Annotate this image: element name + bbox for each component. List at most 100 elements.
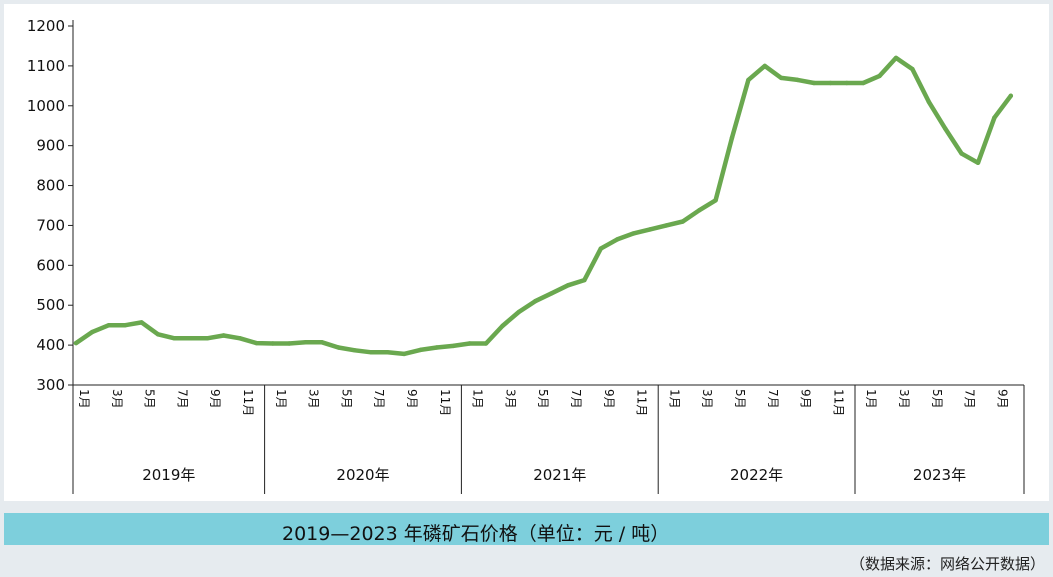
data-point: [893, 55, 899, 61]
data-point: [697, 208, 702, 213]
y-tick-label: 1000: [27, 97, 65, 115]
month-tick-label: 7月: [569, 389, 583, 409]
data-point: [123, 323, 128, 328]
data-point: [975, 160, 981, 165]
data-point: [828, 80, 833, 86]
chart-caption: 2019—2023 年磷矿石价格（单位：元 / 吨）: [282, 523, 670, 545]
data-point: [287, 341, 292, 346]
data-point: [877, 73, 882, 79]
price-series-line: [73, 55, 1014, 357]
year-group-label: 2021年: [533, 466, 586, 484]
data-point: [549, 291, 554, 296]
month-tick-label: 1月: [864, 389, 878, 409]
data-point: [746, 77, 751, 83]
data-point: [1008, 93, 1013, 99]
month-tick-label: 1月: [471, 389, 485, 409]
month-tick-label: 1月: [274, 389, 288, 409]
month-tick-label: 5月: [536, 389, 550, 409]
month-tick-label: 9月: [602, 389, 616, 409]
month-tick-label: 3月: [700, 389, 714, 409]
year-group-label: 2020年: [336, 466, 389, 484]
data-point: [483, 341, 489, 346]
data-point: [385, 350, 390, 355]
month-tick-label: 11月: [241, 389, 255, 416]
data-point: [516, 309, 521, 315]
data-point: [451, 343, 456, 349]
y-tick-label: 1200: [27, 17, 65, 35]
y-tick-label: 300: [36, 376, 65, 394]
data-point: [729, 135, 735, 140]
month-tick-label: 9月: [405, 389, 419, 409]
month-tick-label: 9月: [799, 389, 813, 409]
y-tick-label: 700: [36, 216, 65, 234]
data-point: [943, 126, 948, 131]
month-tick-label: 3月: [307, 389, 321, 409]
data-point: [319, 340, 325, 345]
data-point: [303, 340, 308, 345]
data-point: [598, 246, 603, 251]
month-tick-label: 3月: [503, 389, 517, 409]
data-point: [992, 115, 997, 120]
data-point: [713, 198, 718, 203]
data-point: [205, 336, 210, 341]
month-tick-label: 11月: [831, 389, 845, 416]
source-note: （数据来源：网络公开数据）: [849, 555, 1045, 573]
data-point: [926, 99, 931, 105]
data-point: [172, 336, 177, 341]
data-point: [336, 345, 341, 350]
chart-panel: 1200 1100 1000 900 800 700 600 500 400 300 1月 3月 5月…: [4, 4, 1049, 501]
data-point: [647, 227, 653, 232]
month-tick-label: 5月: [339, 389, 353, 409]
month-tick-label: 7月: [963, 389, 977, 409]
data-point: [664, 223, 669, 228]
data-point: [631, 231, 636, 236]
month-tick-label: 5月: [733, 389, 747, 409]
year-group-label: 2022年: [730, 466, 783, 484]
data-point: [795, 77, 800, 83]
month-tick-label: 1月: [667, 389, 681, 409]
data-point: [221, 333, 226, 338]
data-point: [401, 351, 407, 357]
month-tick-label: 7月: [372, 389, 386, 409]
price-line-chart: 1200 1100 1000 900 800 700 600 500 400 300 1月 3月 5月…: [27, 17, 1025, 494]
month-tick-label: 11月: [438, 389, 452, 416]
data-point: [844, 80, 849, 86]
data-point: [155, 332, 161, 337]
data-point: [910, 66, 915, 72]
data-point: [254, 340, 259, 346]
data-point: [779, 75, 784, 81]
data-point: [90, 329, 95, 335]
month-tick-label: 11月: [635, 389, 649, 416]
y-tick-label: 900: [36, 137, 65, 155]
data-point: [237, 336, 243, 341]
data-point: [434, 345, 439, 350]
data-point: [959, 151, 964, 156]
y-tick-label: 800: [36, 177, 65, 195]
y-tick-label: 1100: [27, 57, 65, 75]
month-tick-label: 7月: [766, 389, 780, 409]
month-tick-label: 5月: [143, 389, 157, 409]
month-tick-label: 1月: [77, 389, 91, 409]
month-tick-label: 9月: [208, 389, 222, 409]
data-point: [418, 347, 423, 353]
data-point: [188, 336, 193, 341]
data-point: [73, 340, 79, 346]
data-point: [861, 80, 866, 86]
month-tick-label: 9月: [995, 389, 1009, 409]
month-tick-label: 5月: [930, 389, 944, 409]
data-point: [106, 323, 112, 328]
data-point: [582, 277, 587, 283]
y-tick-label: 500: [36, 296, 65, 314]
data-point: [762, 63, 767, 69]
data-point: [369, 350, 374, 355]
caption-bar: 2019—2023 年磷矿石价格（单位：元 / 吨）: [4, 513, 1049, 545]
month-tick-label: 7月: [175, 389, 189, 409]
data-point: [500, 323, 505, 329]
data-point: [139, 320, 144, 325]
data-point: [352, 348, 357, 353]
data-point: [811, 80, 817, 86]
data-point: [533, 299, 538, 304]
y-tick-label: 600: [36, 256, 65, 274]
data-point: [565, 283, 571, 288]
month-tick-label: 3月: [110, 389, 124, 409]
